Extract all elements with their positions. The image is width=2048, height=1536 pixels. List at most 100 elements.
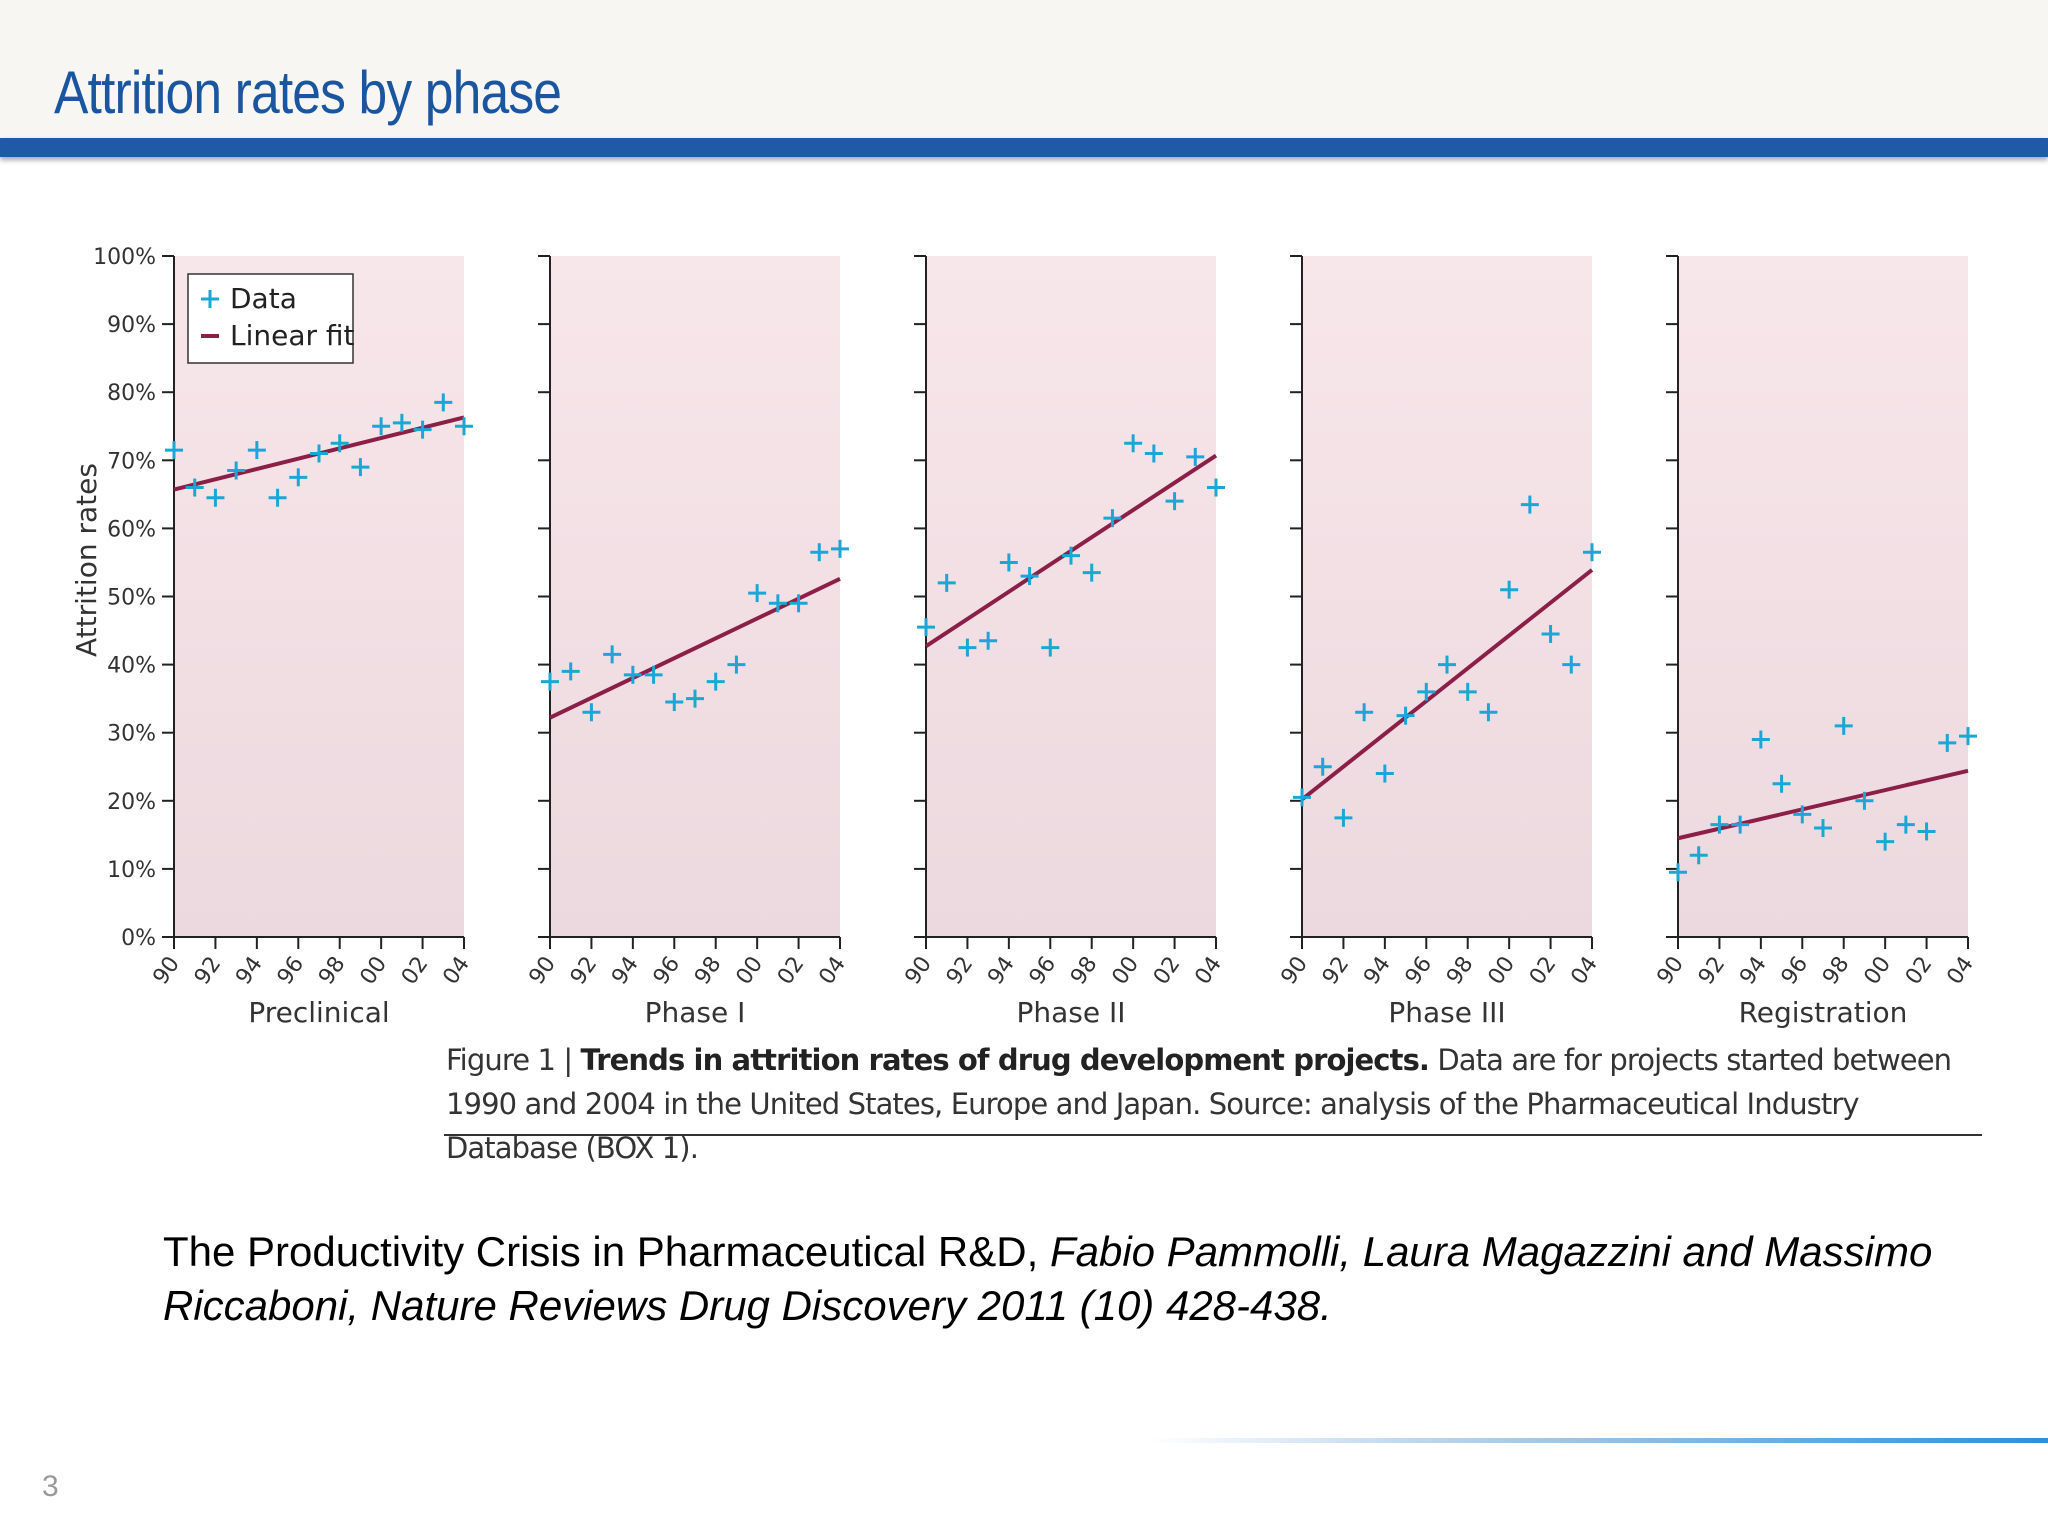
x-tick-label: 90 [1652, 952, 1689, 989]
x-tick-label: 90 [148, 952, 185, 989]
x-tick-label: 02 [1149, 952, 1186, 989]
data-point [1479, 703, 1498, 722]
x-tick-label: 94 [983, 952, 1020, 989]
caption-rule [444, 1134, 1982, 1136]
x-tick-label: 98 [1066, 952, 1103, 989]
figure-caption: Figure 1 | Trends in attrition rates of … [446, 1038, 1986, 1170]
y-tick-label: 60% [107, 517, 156, 542]
panel-label: Preclinical [248, 996, 389, 1029]
data-point [979, 631, 998, 650]
x-tick-label: 90 [900, 952, 937, 989]
data-point [351, 458, 370, 477]
data-point [1689, 846, 1708, 865]
x-tick-label: 96 [1025, 952, 1062, 989]
data-point [310, 444, 328, 463]
data-point [1793, 805, 1812, 824]
data-point [1355, 703, 1374, 722]
x-tick-label: 92 [566, 952, 603, 989]
data-point [603, 645, 622, 664]
data-point [1751, 730, 1770, 749]
data-point [748, 584, 767, 603]
data-point [1876, 832, 1895, 851]
legend-fit-label: Linear fit [230, 319, 355, 352]
x-tick-label: 92 [1318, 952, 1355, 989]
x-tick-label: 00 [1108, 952, 1145, 989]
data-point [1020, 567, 1039, 586]
x-tick-label: 04 [1566, 952, 1603, 989]
data-point [1438, 655, 1456, 674]
data-point [1959, 727, 1977, 746]
data-point [289, 468, 308, 487]
data-point [1814, 819, 1832, 838]
caption-figure-label: Figure 1 | [446, 1043, 581, 1077]
page-number: 3 [42, 1470, 59, 1503]
data-point [706, 672, 725, 691]
x-tick-label: 90 [1276, 952, 1313, 989]
data-point [831, 539, 849, 558]
data-point [686, 689, 704, 708]
data-point [1041, 638, 1060, 657]
data-point [1417, 682, 1436, 701]
data-point [789, 594, 808, 613]
panel-label: Phase II [1016, 996, 1125, 1029]
data-point [1834, 716, 1853, 735]
x-tick-label: 98 [1442, 952, 1479, 989]
panel-phase-i: 90 92 94 96 98 00 02 04 Phase I [524, 255, 851, 1029]
data-point [1207, 478, 1225, 497]
data-point [1731, 815, 1750, 834]
caption-text: Data are for projects started between 19… [446, 1043, 1952, 1165]
data-point [1541, 624, 1560, 643]
x-tick-label: 00 [1484, 952, 1521, 989]
y-tick-label: 80% [107, 381, 156, 406]
data-point [561, 662, 580, 681]
data-point [1062, 546, 1080, 565]
citation-authors: Fabio Pammolli, Laura Magazzini and Mass… [163, 1228, 1933, 1329]
data-point [434, 393, 453, 412]
data-point [1710, 815, 1729, 834]
data-point [165, 441, 183, 460]
panel-background [550, 256, 840, 937]
x-tick-label: 00 [732, 952, 769, 989]
x-tick-label: 90 [524, 952, 561, 989]
x-tick-label: 00 [1860, 952, 1897, 989]
x-tick-label: 94 [1735, 952, 1772, 989]
x-tick-label: 02 [1901, 952, 1938, 989]
data-point [1124, 434, 1143, 453]
data-point [413, 420, 432, 439]
slide-title: Attrition rates by phase [54, 59, 562, 126]
data-point [247, 441, 266, 460]
x-tick-label: 98 [314, 952, 351, 989]
data-point [1500, 580, 1519, 599]
x-tick-label: 96 [1777, 952, 1814, 989]
citation-title: The Productivity Crisis in Pharmaceutica… [163, 1228, 1050, 1275]
x-tick-label: 96 [649, 952, 686, 989]
x-tick-label: 02 [1525, 952, 1562, 989]
fit-line [1300, 568, 1594, 802]
data-point [455, 417, 473, 436]
data-point [185, 478, 204, 497]
data-point [1669, 863, 1687, 882]
data-point [1144, 444, 1163, 463]
data-point [1520, 495, 1539, 514]
data-point [1334, 808, 1353, 827]
data-point [1458, 682, 1477, 701]
x-tick-label: 04 [438, 952, 475, 989]
panel-preclinical: 0%10%20%30%40%50%60%70%80%90%100%90 92 94 9… [93, 245, 475, 1029]
x-tick-label: 92 [190, 952, 227, 989]
x-tick-label: 92 [1694, 952, 1731, 989]
data-point [999, 553, 1018, 572]
x-tick-label: 92 [942, 952, 979, 989]
panel-phase-iii: 90 92 94 96 98 00 02 04 Phase III [1276, 255, 1603, 1029]
y-tick-label: 30% [107, 722, 156, 747]
y-tick-label: 90% [107, 313, 156, 338]
x-tick-label: 98 [1818, 952, 1855, 989]
data-point [1938, 733, 1957, 752]
data-point [1396, 706, 1415, 725]
data-point [1917, 822, 1936, 841]
panel-label: Phase I [645, 996, 746, 1029]
chart-legend: Data Linear fit [187, 273, 355, 364]
caption-bold-text: Trends in attrition rates of drug develo… [580, 1043, 1430, 1077]
data-point [206, 488, 225, 507]
y-tick-label: 50% [107, 586, 156, 611]
